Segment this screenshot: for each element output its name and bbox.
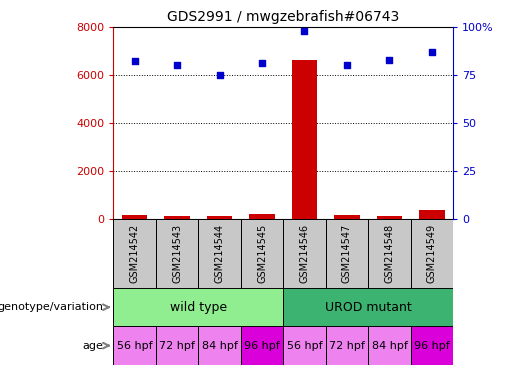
Bar bbox=[241, 219, 283, 288]
Bar bbox=[291, 61, 317, 219]
Text: 72 hpf: 72 hpf bbox=[159, 341, 195, 351]
Text: GSM214545: GSM214545 bbox=[257, 224, 267, 283]
Point bbox=[215, 72, 224, 78]
Bar bbox=[325, 219, 368, 288]
Bar bbox=[410, 219, 453, 288]
Text: GSM214548: GSM214548 bbox=[385, 224, 394, 283]
Text: GSM214544: GSM214544 bbox=[215, 224, 225, 283]
Text: 84 hpf: 84 hpf bbox=[371, 341, 407, 351]
Bar bbox=[419, 210, 444, 219]
Point bbox=[173, 62, 181, 68]
Point bbox=[258, 60, 266, 66]
Point bbox=[385, 56, 393, 63]
Bar bbox=[283, 326, 325, 365]
Bar bbox=[410, 326, 453, 365]
Bar bbox=[207, 216, 232, 219]
Text: 56 hpf: 56 hpf bbox=[287, 341, 322, 351]
Bar bbox=[113, 326, 156, 365]
Text: GSM214547: GSM214547 bbox=[342, 224, 352, 283]
Point bbox=[428, 49, 436, 55]
Bar bbox=[283, 219, 325, 288]
Title: GDS2991 / mwgzebrafish#06743: GDS2991 / mwgzebrafish#06743 bbox=[167, 10, 399, 24]
Bar bbox=[368, 326, 410, 365]
Bar bbox=[156, 326, 198, 365]
Text: 96 hpf: 96 hpf bbox=[244, 341, 280, 351]
Text: GSM214549: GSM214549 bbox=[427, 224, 437, 283]
Bar bbox=[334, 215, 359, 219]
Bar bbox=[249, 214, 275, 219]
Text: 56 hpf: 56 hpf bbox=[117, 341, 152, 351]
Text: 72 hpf: 72 hpf bbox=[329, 341, 365, 351]
Point bbox=[300, 28, 308, 34]
Bar bbox=[122, 215, 147, 219]
Text: genotype/variation: genotype/variation bbox=[0, 302, 103, 312]
Bar bbox=[376, 216, 402, 219]
Text: 96 hpf: 96 hpf bbox=[414, 341, 450, 351]
Text: GSM214546: GSM214546 bbox=[300, 224, 310, 283]
Bar bbox=[198, 219, 241, 288]
Bar bbox=[164, 216, 190, 219]
Point bbox=[343, 62, 351, 68]
Bar bbox=[283, 288, 453, 326]
Bar bbox=[113, 288, 283, 326]
Text: GSM214542: GSM214542 bbox=[130, 224, 140, 283]
Text: UROD mutant: UROD mutant bbox=[325, 301, 411, 314]
Bar bbox=[241, 326, 283, 365]
Text: age: age bbox=[82, 341, 103, 351]
Bar bbox=[325, 326, 368, 365]
Text: GSM214543: GSM214543 bbox=[172, 224, 182, 283]
Point bbox=[130, 58, 139, 65]
Text: 84 hpf: 84 hpf bbox=[201, 341, 237, 351]
Bar bbox=[198, 326, 241, 365]
Bar bbox=[156, 219, 198, 288]
Bar bbox=[113, 219, 156, 288]
Bar bbox=[368, 219, 410, 288]
Text: wild type: wild type bbox=[170, 301, 227, 314]
